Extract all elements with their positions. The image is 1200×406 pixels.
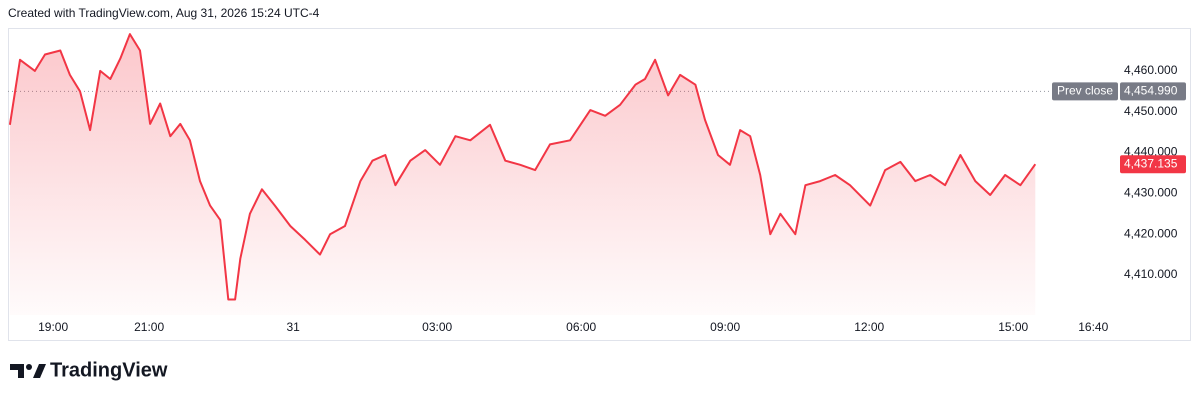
y-tick-label: 4,410.000	[1124, 267, 1178, 281]
chart-frame	[8, 28, 1191, 341]
prev-close-value-tag	[1120, 82, 1186, 101]
x-tick-label: 03:00	[422, 320, 452, 334]
x-tick-label: 06:00	[566, 320, 596, 334]
last-price-tag	[1120, 155, 1186, 174]
x-tick-label: 12:00	[854, 320, 884, 334]
y-tick-label: 4,420.000	[1124, 226, 1178, 240]
brand-name: TradingView	[50, 359, 168, 381]
last-price-label: 4,437.135	[1124, 156, 1178, 170]
x-tick-label: 15:00	[998, 320, 1028, 334]
y-tick-label: 4,450.000	[1124, 104, 1178, 118]
prev-close-tag	[1052, 82, 1118, 101]
x-tick-label: 09:00	[710, 320, 740, 334]
y-tick-label: 4,430.000	[1124, 186, 1178, 200]
x-tick-label: 31	[286, 320, 300, 334]
y-tick-label: 4,460.000	[1124, 63, 1178, 77]
header-text: Created with TradingView.com, Aug 31, 20…	[8, 6, 320, 20]
x-tick-label: 16:40	[1078, 320, 1108, 334]
x-tick-label: 19:00	[38, 320, 68, 334]
x-tick-label: 21:00	[134, 320, 164, 334]
y-tick-label: 4,440.000	[1124, 145, 1178, 159]
brand-logo	[10, 364, 46, 378]
plot: 4,410.000 4,420.000 4,430.000 4,440.000 4,45…	[8, 33, 1186, 334]
price-line	[8, 33, 1037, 301]
prev-close-name: Prev close	[1057, 83, 1113, 97]
prev-close-value: 4,454.990	[1124, 83, 1178, 97]
area-fill	[9, 34, 1036, 315]
